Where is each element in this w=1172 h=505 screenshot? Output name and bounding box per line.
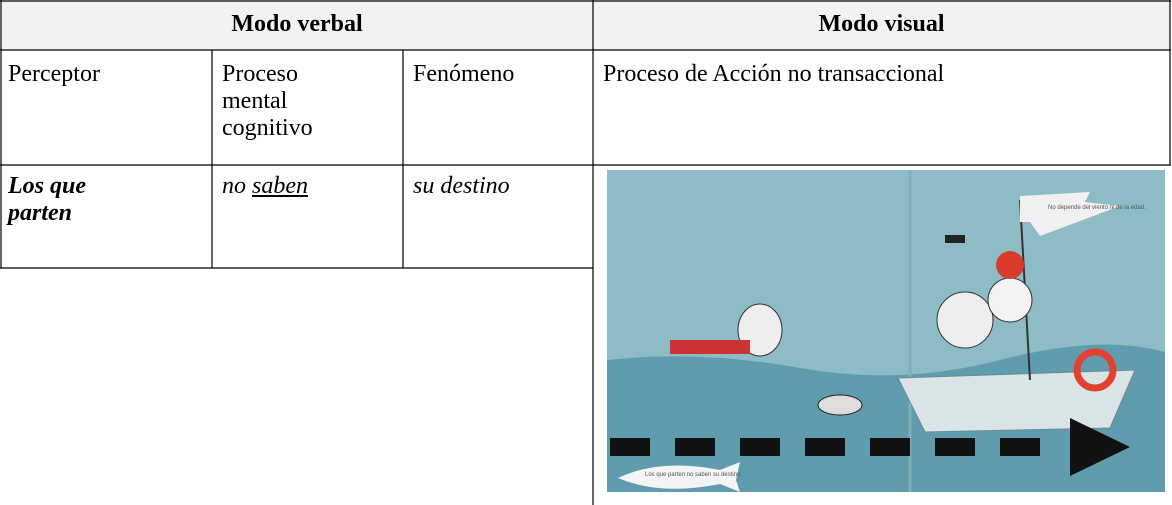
header-verbal: Modo verbal: [231, 11, 363, 37]
cell: no saben: [222, 173, 400, 200]
cell: Perceptor: [8, 61, 100, 87]
flag-text: No depende del viento ni de la edad.: [1048, 205, 1146, 211]
illustration: No depende del viento ni de la edad. Los…: [607, 170, 1165, 492]
cell: Proceso mental cognitivo: [222, 61, 313, 141]
cell: Proceso de Acción no transaccional: [603, 61, 945, 87]
header-bg: [1, 1, 1170, 50]
fish-text: Los que parten no saben su destino.: [645, 472, 742, 478]
cell-text: no: [222, 173, 246, 199]
header-visual: Modo visual: [818, 11, 945, 37]
cell: su destino: [413, 173, 510, 199]
cell: Los que parten: [8, 173, 86, 226]
cell-text-underlined: saben: [252, 173, 308, 199]
cell: Fenómeno: [413, 61, 515, 87]
